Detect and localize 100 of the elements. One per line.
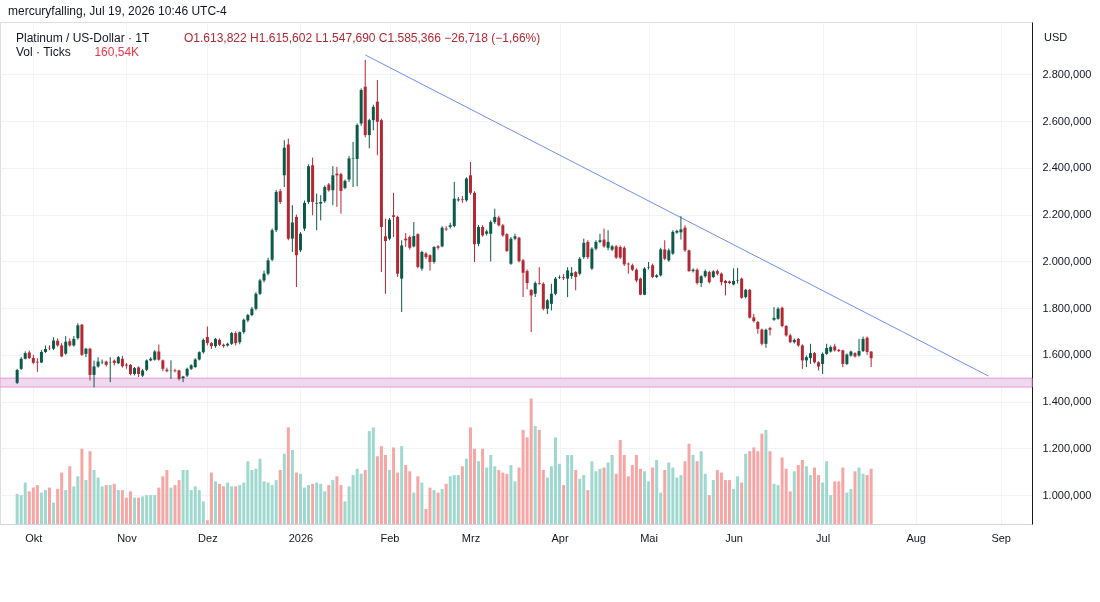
y-tick-label: 1.600,000	[1042, 348, 1092, 361]
candlestick	[853, 351, 857, 359]
bar	[776, 485, 780, 524]
x-tick-label: Mrz	[461, 531, 481, 544]
candlestick	[586, 239, 590, 260]
bar	[857, 467, 861, 524]
bar	[258, 458, 262, 524]
bar	[149, 495, 153, 524]
bar	[64, 490, 68, 524]
bar	[177, 480, 181, 524]
bar	[343, 501, 347, 524]
bar	[711, 480, 715, 524]
candlestick	[582, 238, 586, 260]
bar	[598, 468, 602, 524]
bar	[687, 443, 691, 524]
bar	[262, 481, 266, 524]
x-tick-label: Dez	[198, 531, 218, 544]
bar	[392, 447, 396, 524]
bar	[849, 488, 853, 524]
bar	[452, 475, 456, 524]
bar	[400, 446, 404, 524]
candlestick	[367, 118, 371, 149]
bar	[679, 475, 683, 524]
candlestick	[857, 338, 861, 358]
bar	[813, 467, 816, 524]
candlestick	[428, 253, 432, 272]
bar	[327, 485, 331, 524]
candlestick	[298, 231, 302, 253]
bar	[529, 398, 533, 524]
bar	[760, 433, 764, 524]
bar	[185, 470, 189, 524]
bar	[266, 482, 270, 524]
bar	[764, 429, 768, 524]
bar	[448, 476, 452, 524]
bar	[566, 454, 570, 524]
candlestick	[549, 283, 553, 311]
x-tick-label: Apr	[551, 531, 569, 544]
bar	[497, 470, 501, 524]
bar	[193, 486, 197, 524]
bar	[60, 472, 64, 524]
bar	[52, 502, 56, 524]
bar	[841, 467, 845, 524]
y-tick-label: 1.200,000	[1042, 441, 1092, 454]
bar	[31, 487, 35, 524]
candlestick	[468, 161, 472, 196]
x-tick-label: Aug	[906, 531, 926, 544]
bar	[562, 485, 566, 524]
bar	[331, 480, 335, 524]
bar	[282, 453, 286, 524]
bar	[359, 473, 363, 524]
bar	[388, 470, 392, 524]
bar	[464, 458, 468, 524]
candlestick	[574, 270, 578, 291]
candlestick	[590, 246, 594, 271]
bar	[76, 476, 80, 524]
candlestick	[392, 192, 396, 238]
bar	[35, 485, 39, 524]
bar	[230, 486, 234, 524]
bar	[691, 454, 695, 524]
bar	[315, 482, 319, 524]
bar	[869, 468, 873, 524]
bar	[404, 465, 408, 524]
y-axis-title: USD	[1044, 31, 1068, 43]
bar	[748, 451, 752, 524]
candlestick	[808, 343, 812, 365]
candlestick	[865, 336, 869, 356]
bar	[165, 470, 169, 524]
bar	[744, 453, 748, 524]
bar	[290, 449, 294, 524]
y-tick-label: 2.800,000	[1042, 67, 1092, 80]
bar	[226, 482, 230, 524]
bar	[432, 490, 436, 524]
bar	[655, 460, 659, 524]
chart-title: Vol · Ticks	[16, 45, 71, 59]
bar	[707, 495, 711, 524]
bar	[367, 431, 371, 524]
y-tick-label: 2.600,000	[1042, 114, 1092, 127]
bar	[456, 475, 460, 524]
bar	[15, 493, 19, 524]
bar	[371, 427, 375, 524]
bar	[412, 492, 416, 524]
bar	[683, 461, 687, 524]
bar	[294, 472, 298, 524]
y-tick-label: 1.400,000	[1042, 395, 1092, 408]
candlestick	[35, 357, 39, 373]
x-tick-label: Okt	[25, 531, 43, 544]
bar	[833, 481, 837, 524]
bar	[440, 488, 444, 524]
candlestick	[764, 328, 768, 349]
bar	[740, 482, 744, 524]
bar	[274, 480, 278, 524]
candlestick	[290, 204, 294, 253]
bar	[209, 472, 213, 524]
bar	[501, 472, 505, 524]
candlestick	[489, 219, 493, 263]
bar	[379, 446, 383, 524]
x-tick-label: Feb	[380, 531, 400, 544]
bar	[586, 490, 590, 524]
bar	[307, 485, 311, 524]
bar	[137, 497, 141, 524]
